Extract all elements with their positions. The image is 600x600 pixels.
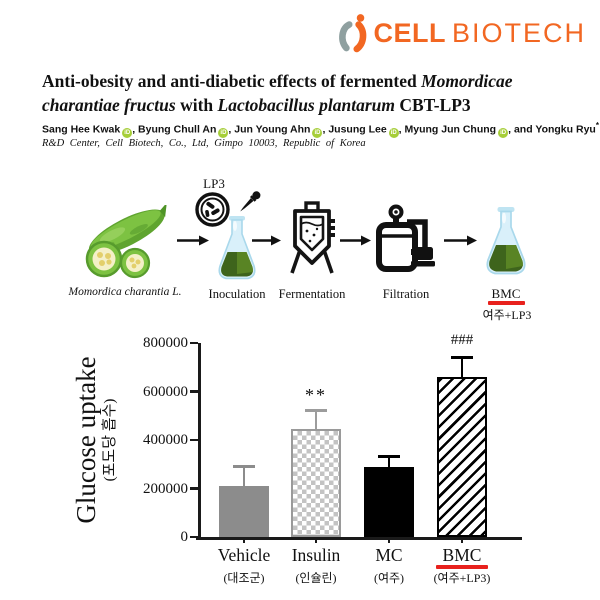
x-tick-mark (387, 537, 391, 543)
y-tick-mark (190, 438, 198, 442)
arrow-right-icon (340, 235, 371, 246)
x-category-label: MC (375, 545, 403, 565)
orcid-icon: iD (498, 127, 509, 138)
y-tick-mark (190, 487, 198, 490)
orcid-icon: iD (312, 127, 323, 138)
arrow-right-icon (252, 235, 281, 246)
y-tick-label: 0 (180, 529, 189, 545)
diagram-step-label: Filtration (382, 287, 430, 301)
x-category-sublabel: (인슐린) (295, 571, 337, 585)
y-tick-mark (190, 341, 198, 345)
x-category-label: BMC (442, 545, 482, 565)
cell-biotech-mark-icon (339, 14, 367, 53)
cell-biotech-logo: CELL BIOTECH (337, 12, 586, 54)
author-name: Sang Hee Kwak (42, 123, 121, 136)
error-bar (314, 410, 318, 430)
x-tick-mark (460, 537, 464, 543)
logo-text-primary: CELL (373, 18, 446, 48)
bar-bmc (437, 376, 487, 537)
x-tick-mark (314, 537, 318, 543)
y-tick-mark (190, 390, 198, 393)
x-category-sublabel: (대조군) (223, 571, 265, 585)
y-axis-line (198, 343, 201, 539)
fermenter-icon (290, 201, 335, 274)
inoculation-flask-icon (218, 216, 256, 280)
lp3-culture-icon (195, 192, 230, 227)
x-category-sublabel: (여주+LP3) (433, 571, 491, 585)
author-name: Jun Young Ahn (234, 123, 311, 136)
bmc-red-underline (488, 301, 525, 305)
error-bar-cap (233, 465, 255, 469)
arrow-right-icon (177, 235, 209, 246)
y-tick-label: 200000 (143, 480, 188, 497)
error-bar (242, 466, 246, 487)
author-name: Byung Chull An (138, 123, 217, 136)
author-name: Jusung Lee (328, 123, 387, 136)
glucose-uptake-chart: Glucose uptake (포도당 흡수) 0 200000 400000 600… (0, 330, 600, 600)
error-bar-cap (305, 409, 327, 413)
bmc-flask-icon (486, 207, 526, 275)
x-tick-mark (242, 537, 246, 543)
filtration-icon (376, 204, 435, 272)
diagram-step-label: Momordica charantia L. (68, 286, 182, 298)
bar-vehicle (219, 486, 269, 537)
y-axis-title-text: Glucose uptake (71, 356, 101, 524)
x-axis-line (196, 537, 522, 540)
paper-title: Anti-obesity and anti-diabetic effects o… (42, 71, 513, 115)
orcid-icon: iD (388, 127, 399, 138)
diagram-step-label: Inoculation (208, 287, 266, 301)
y-tick-label: 600000 (143, 383, 188, 400)
bmc-sub-label: 여주+LP3 (482, 308, 532, 322)
x-category-label: Vehicle (217, 545, 271, 565)
lp3-label: LP3 (203, 176, 225, 191)
y-tick-label: 800000 (143, 335, 188, 351)
error-bar-cap (451, 356, 473, 360)
bar-insulin (291, 429, 341, 537)
dropper-icon (240, 191, 261, 212)
orcid-icon: iD (218, 127, 229, 138)
y-tick-mark (190, 535, 198, 539)
author-name: Myung Jun Chung (404, 123, 497, 136)
error-bar-cap (378, 455, 400, 459)
x-category-sublabel: (여주) (373, 571, 405, 585)
y-tick-label: 400000 (143, 432, 188, 448)
bmc-label: BMC (491, 286, 521, 301)
bar-mc (364, 466, 414, 537)
diagram-step-label: Fermentation (278, 287, 346, 301)
bitter-melon-icon (85, 205, 167, 279)
bmc-axis-red-underline (436, 565, 488, 569)
author-line: Sang Hee Kwak iD, Byung Chull An iD, Jun Y… (42, 121, 599, 138)
arrow-right-icon (444, 235, 477, 246)
affiliation: R&D Center, Cell Biotech, Co., Ltd, Gimp… (42, 138, 366, 149)
orcid-icon: iD (122, 127, 133, 138)
logo-text-secondary: BIOTECH (451, 18, 586, 48)
error-bar (460, 357, 464, 377)
author-name: Yongku Ryu (535, 123, 596, 136)
significance-label: ** (305, 384, 327, 405)
significance-label: ### (450, 331, 474, 348)
x-category-label: Insulin (291, 545, 341, 565)
error-bar (387, 456, 391, 467)
